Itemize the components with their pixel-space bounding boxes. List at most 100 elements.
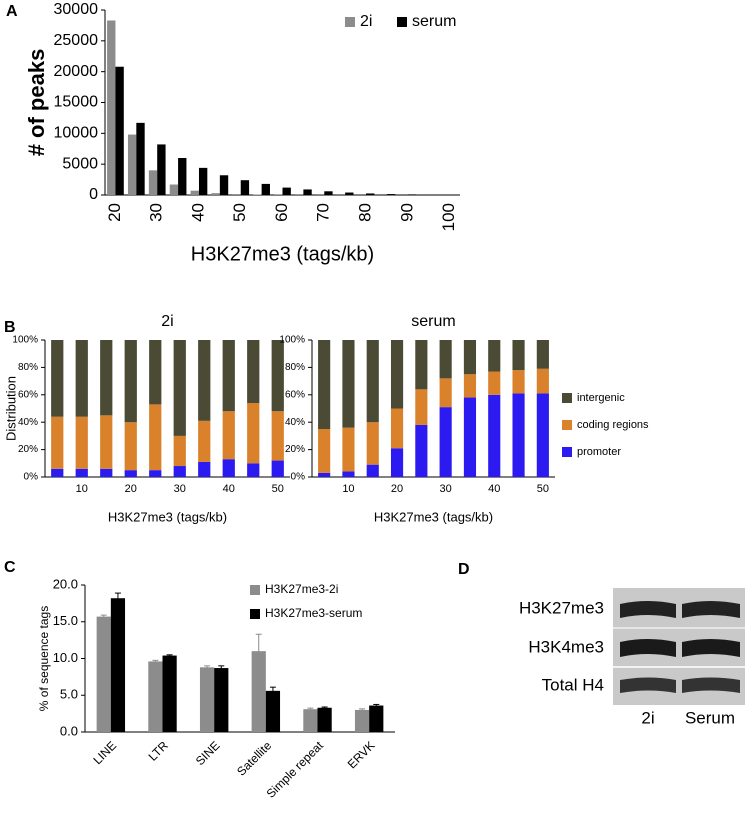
blot-column-label: Serum bbox=[685, 708, 735, 727]
x-tick-label: SINE bbox=[193, 738, 223, 768]
bar-segment bbox=[247, 403, 260, 464]
legend-swatch bbox=[397, 17, 407, 27]
bar bbox=[148, 661, 163, 732]
bar-segment bbox=[463, 374, 477, 398]
bar-segment bbox=[439, 340, 452, 379]
bar-segment bbox=[75, 340, 88, 417]
bar bbox=[96, 616, 111, 732]
y-axis-label: # of peaks bbox=[24, 49, 49, 157]
bar-segment bbox=[149, 404, 162, 471]
y-tick-label: 15.0 bbox=[53, 613, 78, 628]
bar-segment bbox=[342, 427, 355, 472]
bar-segment bbox=[488, 371, 501, 395]
blot-row-label: H3K4me3 bbox=[528, 637, 604, 656]
bar bbox=[303, 709, 318, 732]
x-tick-label: ERVK bbox=[345, 738, 378, 771]
y-tick-label: 20% bbox=[285, 444, 305, 455]
bar bbox=[261, 183, 270, 195]
bar-segment bbox=[271, 411, 284, 461]
x-tick-label: 80 bbox=[356, 203, 375, 222]
x-tick-label: 30 bbox=[174, 483, 186, 495]
blot-band bbox=[620, 639, 676, 657]
panel-letter: C bbox=[4, 559, 16, 576]
y-tick-label: 100% bbox=[279, 335, 305, 346]
bar-segment bbox=[512, 370, 525, 394]
x-axis-label: H3K27me3 (tags/kb) bbox=[374, 509, 493, 524]
y-tick-label: 20.0 bbox=[53, 576, 78, 591]
bar-segment bbox=[342, 471, 355, 477]
x-tick-label: 40 bbox=[223, 483, 235, 495]
legend-swatch bbox=[250, 585, 260, 595]
x-tick-label: 90 bbox=[397, 203, 416, 222]
chart-title: 2i bbox=[161, 313, 173, 330]
bar-segment bbox=[75, 468, 88, 477]
y-tick-label: 0.0 bbox=[60, 723, 78, 738]
bar-segment bbox=[100, 468, 113, 477]
bar bbox=[240, 180, 250, 195]
bar bbox=[157, 144, 166, 195]
blot-band bbox=[682, 639, 740, 657]
y-tick-label: 5.0 bbox=[60, 687, 78, 702]
y-tick-label: 80% bbox=[285, 362, 305, 373]
bar bbox=[115, 66, 124, 195]
legend-label: H3K27me3-serum bbox=[265, 606, 362, 620]
bar-segment bbox=[222, 340, 235, 412]
bar-segment bbox=[318, 340, 331, 430]
x-tick-label: LTR bbox=[146, 738, 172, 764]
legend-swatch bbox=[250, 609, 260, 619]
x-tick-label: 50 bbox=[537, 483, 549, 495]
western-blot: D H3K27me3 H3K4me3 Total H4 2i Serum bbox=[458, 561, 745, 727]
y-tick-label: 30000 bbox=[54, 1, 99, 18]
x-tick-label: 40 bbox=[488, 483, 500, 495]
bar bbox=[386, 194, 396, 195]
bar bbox=[110, 598, 126, 732]
bar-segment bbox=[390, 408, 404, 449]
bar bbox=[136, 122, 145, 195]
y-tick-label: 10.0 bbox=[53, 650, 78, 665]
bar bbox=[198, 167, 208, 195]
bar bbox=[219, 175, 229, 195]
y-tick-label: 10000 bbox=[54, 125, 99, 142]
bar bbox=[317, 707, 332, 732]
bar-segment bbox=[149, 470, 162, 477]
blot-band bbox=[682, 677, 740, 693]
bar-segment bbox=[342, 340, 355, 428]
bar bbox=[107, 20, 116, 195]
bar-segment bbox=[173, 340, 186, 436]
legend-label: H3K27me3-2i bbox=[265, 582, 338, 596]
bar bbox=[282, 187, 291, 195]
bar-segment bbox=[318, 429, 331, 473]
blot-row-label: H3K27me3 bbox=[519, 598, 604, 617]
y-tick-label: 0% bbox=[291, 472, 306, 483]
bar bbox=[369, 705, 384, 732]
y-axis-label: Distribution bbox=[3, 376, 18, 441]
legend-swatch bbox=[562, 393, 572, 403]
bar bbox=[148, 170, 158, 195]
y-tick-label: 5000 bbox=[62, 155, 98, 172]
x-tick-label: 20 bbox=[125, 483, 137, 495]
bar-segment bbox=[318, 472, 331, 477]
bar bbox=[169, 184, 179, 195]
legend-label: coding regions bbox=[577, 419, 649, 431]
bar-segment bbox=[488, 340, 501, 372]
bar-segment bbox=[247, 463, 260, 477]
bar-segment bbox=[124, 422, 137, 471]
bar-segment bbox=[366, 340, 379, 423]
x-tick-label: 70 bbox=[314, 203, 333, 222]
bar-segment bbox=[390, 448, 404, 477]
y-tick-label: 20% bbox=[18, 444, 38, 455]
bar-segment bbox=[488, 394, 501, 477]
bar-segment bbox=[463, 397, 477, 477]
y-tick-label: 20000 bbox=[54, 63, 99, 80]
y-tick-label: 60% bbox=[18, 389, 38, 400]
bar bbox=[214, 668, 229, 732]
bar-segment bbox=[271, 340, 284, 412]
bar-segment bbox=[439, 407, 452, 477]
legend-swatch bbox=[562, 447, 572, 457]
legend-label: serum bbox=[412, 13, 456, 30]
panel-letter: D bbox=[458, 561, 470, 578]
bar-segment bbox=[415, 340, 428, 390]
bar bbox=[324, 191, 333, 195]
bar bbox=[303, 189, 312, 195]
